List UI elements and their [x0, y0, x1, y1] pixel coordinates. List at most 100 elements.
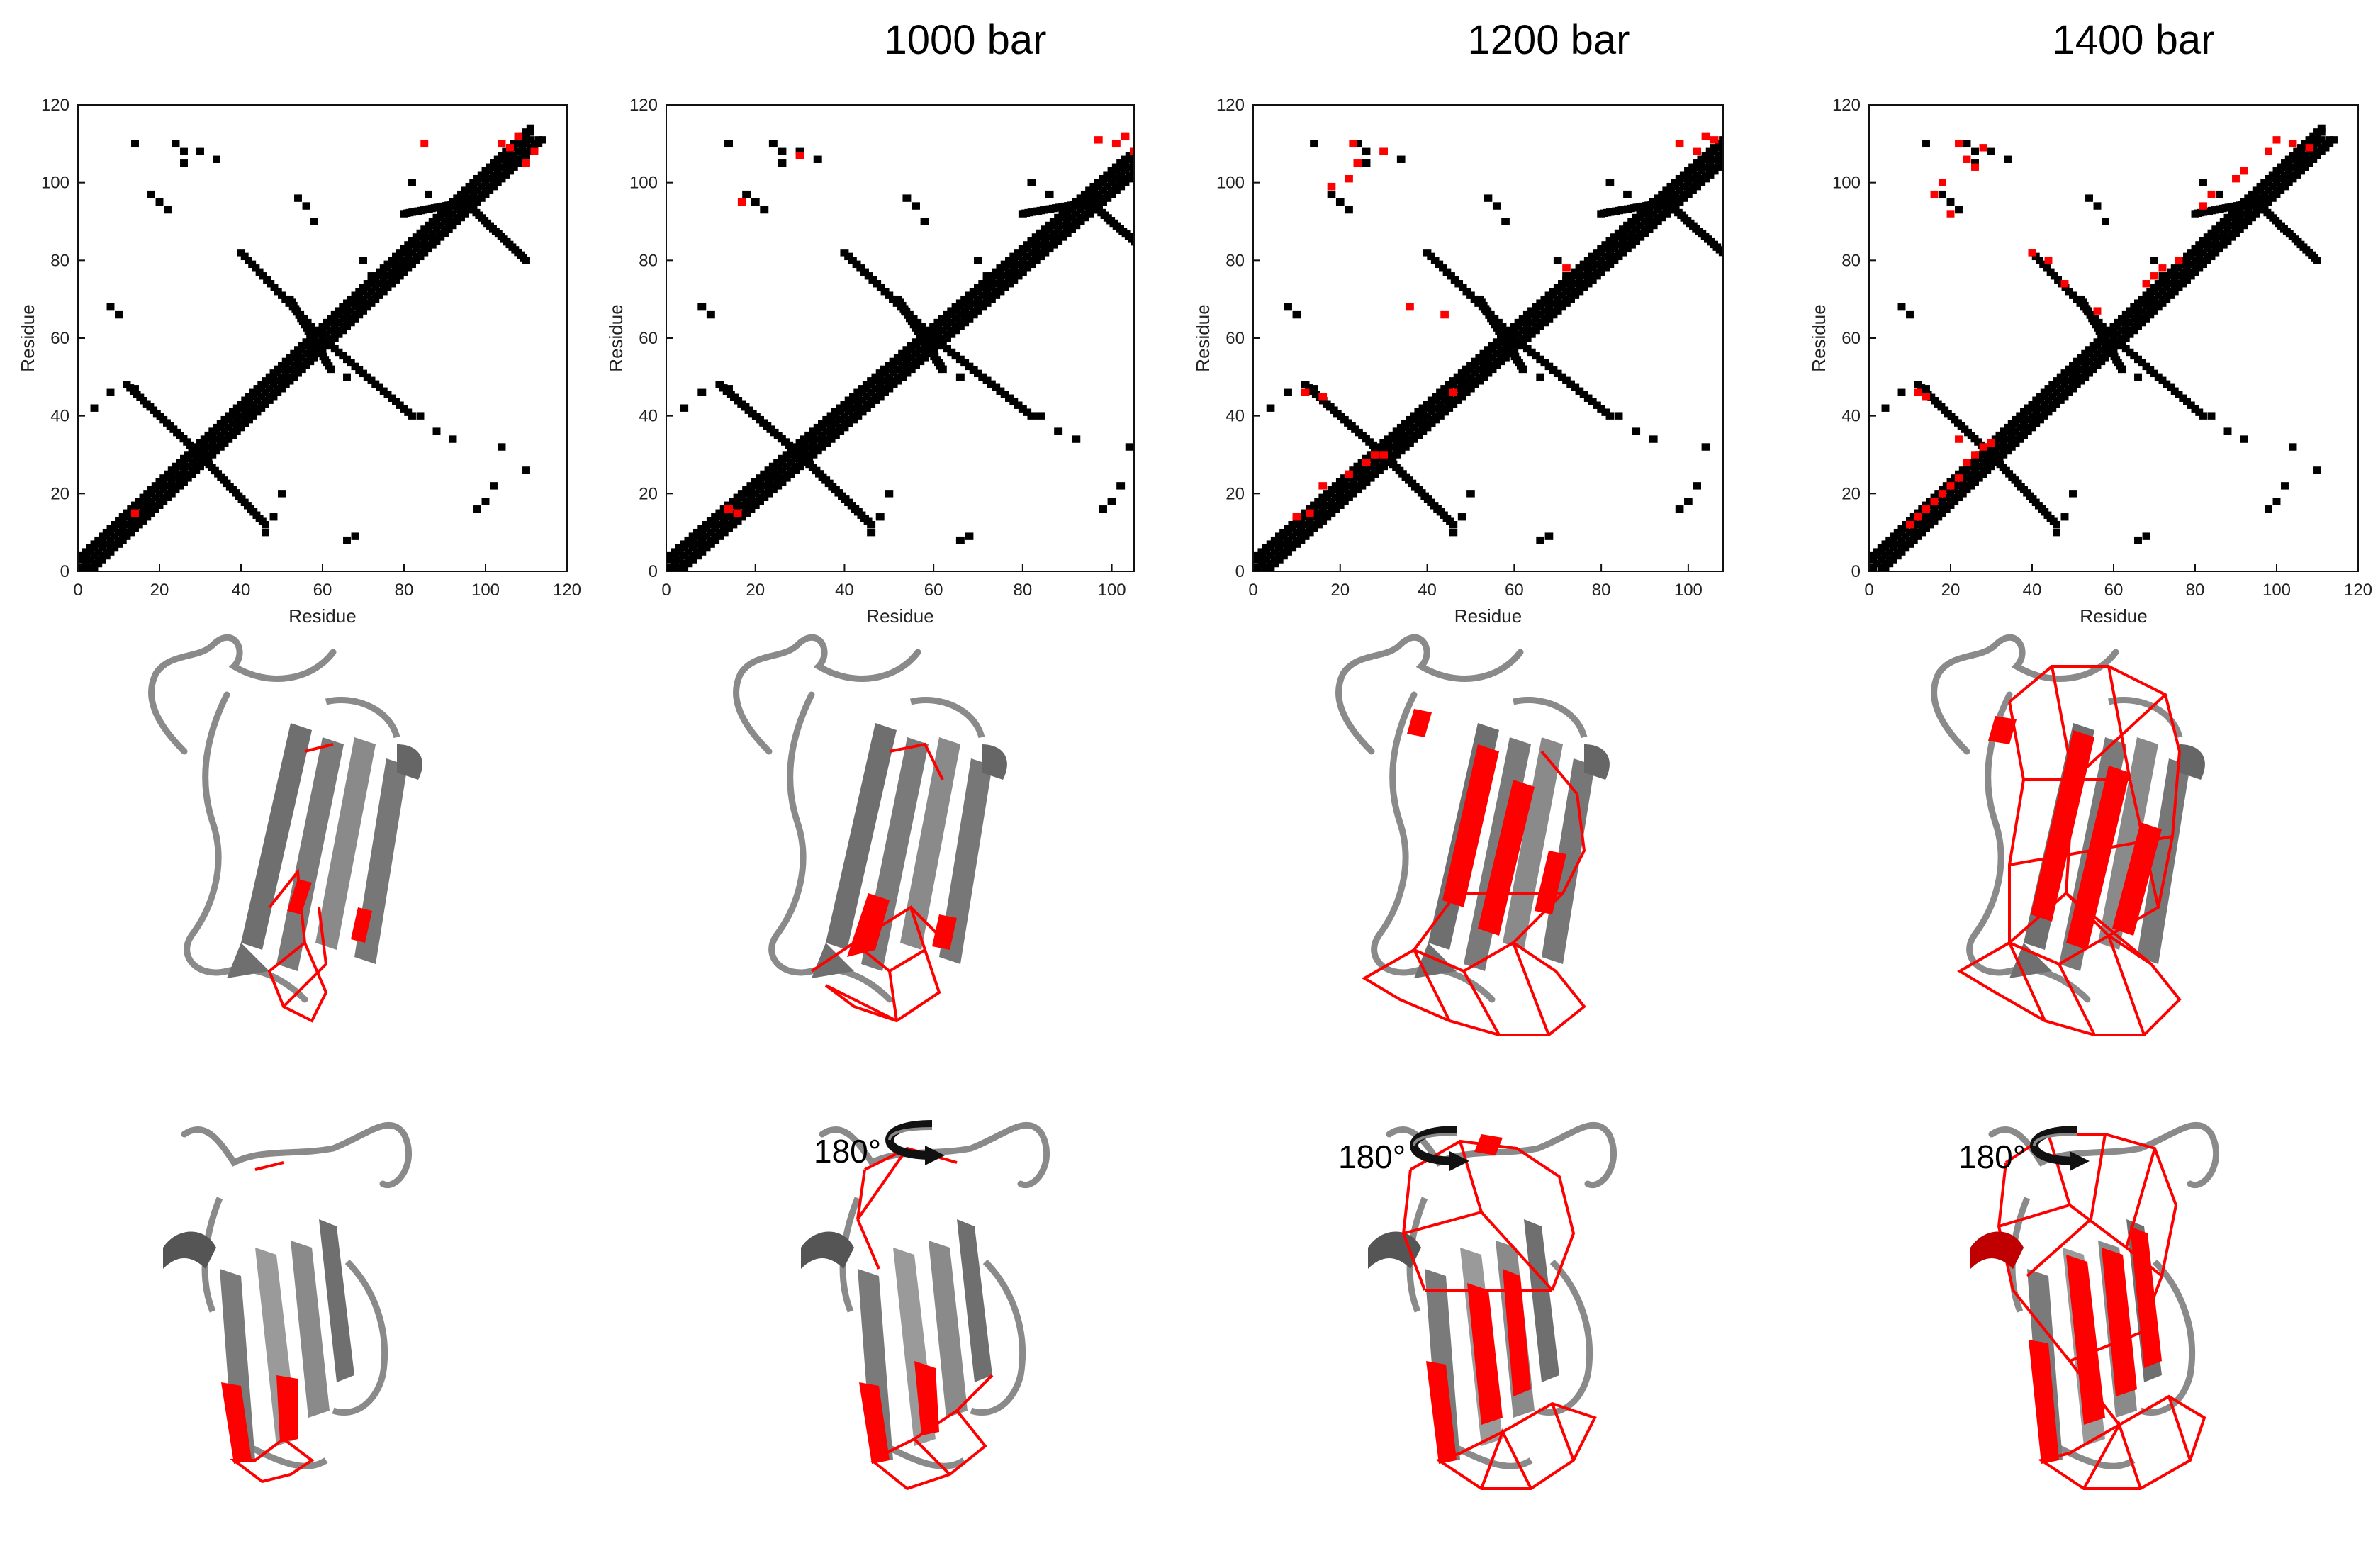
native-contact-mark [1396, 443, 1406, 451]
native-contact-mark [1614, 412, 1623, 420]
native-contact-mark [2044, 396, 2053, 404]
native-contact-mark [2216, 233, 2223, 241]
native-contact-mark [955, 299, 965, 307]
lost-contact-mark [1922, 393, 1930, 401]
native-contact-mark [1296, 517, 1306, 525]
native-contact-mark [1532, 315, 1540, 323]
native-contact-mark [469, 190, 478, 198]
native-contact-mark [1718, 248, 1723, 257]
y-tick-label: 0 [649, 562, 658, 581]
native-contact-mark [347, 315, 355, 323]
native-contact-mark [768, 486, 778, 494]
native-contact-mark [1724, 254, 1733, 261]
native-contact-mark [1462, 388, 1471, 396]
native-contact-mark [880, 365, 889, 374]
native-contact-mark [1292, 540, 1301, 548]
native-contact-mark [836, 408, 845, 416]
native-contact-mark [1893, 528, 1902, 537]
native-contact-mark [1501, 218, 1510, 225]
native-contact-mark [822, 439, 831, 447]
native-contact-mark [782, 470, 791, 478]
native-contact-mark [1644, 213, 1654, 222]
native-contact-mark [853, 393, 863, 401]
native-contact-mark [367, 295, 376, 303]
native-contact-mark [2163, 272, 2171, 280]
native-contact-mark [1253, 564, 1262, 571]
native-contact-mark [1392, 427, 1401, 435]
native-contact-mark [1484, 194, 1493, 202]
native-contact-mark [2032, 396, 2041, 404]
native-contact-mark [1601, 252, 1610, 261]
native-contact-mark [2207, 229, 2216, 237]
native-contact-mark [1605, 241, 1615, 249]
native-contact-mark [2150, 257, 2158, 264]
native-contact-mark [2126, 330, 2134, 338]
lost-contact-mark [737, 198, 746, 206]
native-contact-mark [844, 252, 853, 261]
native-contact-mark [1601, 245, 1610, 253]
lost-contact-mark [1345, 470, 1353, 478]
native-contact-mark [2020, 420, 2028, 427]
native-contact-mark [428, 237, 437, 245]
native-contact-mark [1705, 147, 1715, 156]
native-contact-mark [143, 490, 152, 498]
native-contact-mark [490, 163, 498, 171]
native-contact-mark [216, 443, 225, 451]
native-contact-mark [425, 233, 432, 241]
protein-structure-back-1 [163, 1125, 409, 1484]
native-contact-mark [1345, 493, 1353, 502]
native-contact-mark [347, 359, 355, 367]
lost-contact-mark [1371, 451, 1379, 459]
native-contact-mark [724, 525, 733, 532]
native-contact-mark [493, 167, 502, 175]
native-contact-mark [2007, 420, 2016, 427]
native-contact-mark [1410, 423, 1418, 432]
native-contact-mark [974, 257, 982, 264]
lost-contact-mark [2272, 136, 2281, 144]
native-contact-mark [229, 427, 237, 435]
native-contact-mark [1089, 186, 1099, 194]
native-contact-mark [688, 551, 697, 560]
native-contact-mark [733, 505, 742, 513]
native-contact-mark [693, 548, 702, 556]
native-contact-mark [1076, 213, 1085, 222]
native-contact-mark [1484, 357, 1493, 366]
native-contact-mark [729, 520, 738, 529]
native-contact-mark [2158, 299, 2167, 307]
native-contact-mark [2138, 295, 2146, 303]
native-contact-mark [680, 544, 689, 552]
native-contact-mark [444, 213, 453, 222]
native-contact-mark [253, 408, 262, 416]
lost-contact-mark [1362, 459, 1371, 466]
native-contact-mark [1062, 218, 1072, 225]
native-contact-mark [702, 544, 711, 552]
native-contact-mark [1027, 412, 1036, 420]
native-contact-mark [1266, 544, 1275, 552]
native-contact-mark [1436, 408, 1445, 416]
native-contact-mark [1644, 221, 1654, 230]
native-contact-mark [1632, 427, 1641, 435]
native-contact-mark [1627, 237, 1636, 245]
native-contact-mark [335, 307, 343, 315]
native-contact-mark [746, 482, 756, 490]
native-contact-mark [412, 245, 420, 253]
native-contact-mark [2093, 349, 2102, 358]
native-contact-mark [461, 190, 469, 198]
native-contact-mark [2053, 528, 2060, 537]
native-contact-mark [1445, 385, 1454, 393]
native-contact-mark [1453, 377, 1462, 385]
native-contact-mark [2032, 408, 2041, 416]
native-contact-mark [147, 509, 155, 517]
lost-contact-mark [1379, 147, 1388, 156]
native-contact-mark [2167, 383, 2175, 391]
native-contact-mark [1000, 264, 1009, 272]
native-contact-mark [155, 478, 164, 486]
native-contact-mark [969, 299, 978, 307]
lost-contact-mark [2305, 144, 2313, 152]
native-contact-mark [493, 155, 502, 163]
native-contact-mark [2219, 241, 2228, 249]
native-contact-mark [2150, 295, 2158, 303]
native-contact-mark [323, 330, 331, 338]
native-contact-mark [1345, 474, 1353, 482]
native-contact-mark [208, 431, 217, 439]
